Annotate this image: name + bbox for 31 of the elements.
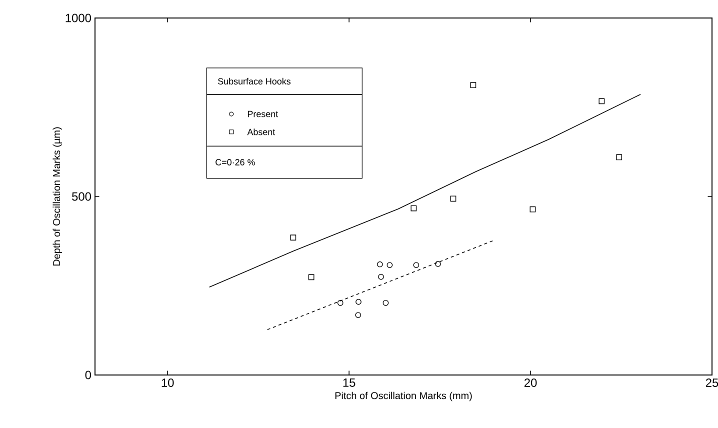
point xyxy=(470,82,476,88)
legend-title: Subsurface Hooks xyxy=(218,78,291,84)
x-tick-label: 25 xyxy=(706,378,718,387)
point xyxy=(376,261,383,268)
point xyxy=(450,196,456,202)
annotation: C=0·26 % xyxy=(216,159,255,166)
y-tick-label: 0 xyxy=(85,370,92,380)
y-tick-label: 1000 xyxy=(66,14,92,22)
point xyxy=(356,298,362,305)
point xyxy=(290,234,296,240)
x-tick-label: 10 xyxy=(162,378,174,387)
line-series xyxy=(208,94,641,288)
point xyxy=(308,274,314,280)
point xyxy=(378,274,384,280)
y-axis-title: Depth of Oscillation Marks (µm) xyxy=(52,127,62,266)
point xyxy=(616,154,622,160)
point xyxy=(386,262,393,268)
legend-label: Absent xyxy=(247,128,276,136)
point xyxy=(355,312,362,318)
point xyxy=(598,98,605,104)
point xyxy=(530,206,536,212)
point xyxy=(382,300,389,306)
y-tick-label: 500 xyxy=(72,192,92,201)
point xyxy=(413,262,420,268)
point xyxy=(337,300,344,306)
x-axis-title: Pitch of Oscillation Marks (mm) xyxy=(335,392,472,402)
x-tick-label: 20 xyxy=(524,378,537,387)
point xyxy=(410,205,417,212)
legend-label: Present xyxy=(248,110,278,118)
point xyxy=(435,261,441,267)
x-tick-label: 15 xyxy=(343,378,356,387)
